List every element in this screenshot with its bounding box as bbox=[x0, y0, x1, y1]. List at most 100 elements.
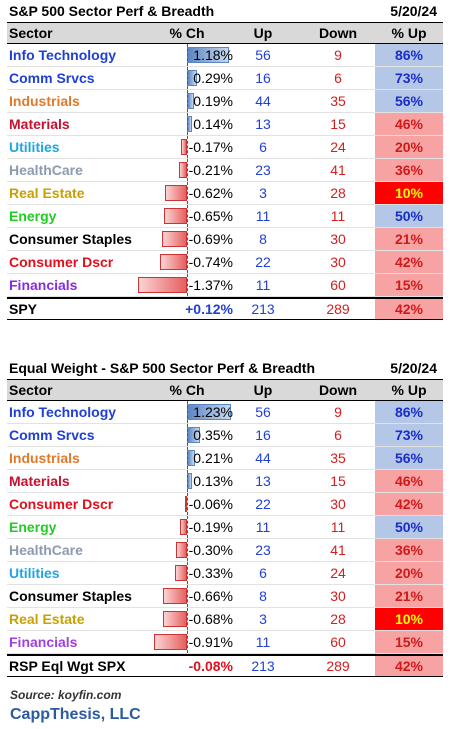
table-title-row: Equal Weight - S&P 500 Sector Perf & Bre… bbox=[7, 357, 443, 379]
pct-up-value: 46% bbox=[375, 113, 443, 135]
table-row: Materials 0.13% 13 15 46% bbox=[7, 470, 443, 493]
up-count: 3 bbox=[259, 185, 267, 201]
change-value: 0.35% bbox=[193, 427, 233, 443]
change-cell: 0.19% bbox=[137, 90, 237, 112]
down-count: 28 bbox=[330, 185, 346, 201]
summary-change-cell: -0.08% bbox=[137, 656, 237, 676]
change-bar bbox=[162, 611, 187, 627]
zero-axis bbox=[187, 205, 188, 227]
change-cell: -0.74% bbox=[137, 251, 237, 273]
pct-up-value: 86% bbox=[375, 44, 443, 66]
change-value: -0.62% bbox=[188, 185, 233, 201]
change-value: 0.21% bbox=[193, 450, 233, 466]
pct-up-value: 15% bbox=[375, 631, 443, 653]
change-cell: -0.30% bbox=[137, 539, 237, 561]
change-cell: 1.18% bbox=[137, 44, 237, 66]
change-cell: -0.91% bbox=[137, 631, 237, 653]
summary-pct-up: 42% bbox=[375, 656, 443, 676]
down-count: 24 bbox=[330, 565, 346, 581]
table-row: Utilities -0.33% 6 24 20% bbox=[7, 562, 443, 585]
change-value: -0.65% bbox=[188, 208, 233, 224]
change-value: -0.17% bbox=[188, 139, 233, 155]
change-cell: -0.69% bbox=[137, 228, 237, 250]
sector-label: Comm Srvcs bbox=[9, 70, 95, 86]
up-count: 11 bbox=[255, 208, 271, 224]
change-value: 1.23% bbox=[193, 404, 233, 420]
pct-up-value: 10% bbox=[375, 608, 443, 630]
up-count: 23 bbox=[255, 162, 271, 178]
up-count: 16 bbox=[255, 427, 271, 443]
change-bar bbox=[163, 588, 187, 604]
change-bar bbox=[154, 634, 187, 650]
pct-up-value: 56% bbox=[375, 90, 443, 112]
sector-label: Consumer Staples bbox=[9, 231, 132, 247]
change-cell: 0.29% bbox=[137, 67, 237, 89]
up-count: 6 bbox=[259, 565, 267, 581]
change-cell: -0.19% bbox=[137, 516, 237, 538]
change-value: 1.18% bbox=[193, 47, 233, 63]
source-note: Source: koyfin.com bbox=[10, 688, 122, 702]
sector-label: Energy bbox=[9, 519, 57, 535]
sector-table-2: Equal Weight - S&P 500 Sector Perf & Bre… bbox=[7, 357, 443, 677]
change-cell: -1.37% bbox=[137, 274, 237, 296]
header-change: % Ch bbox=[169, 382, 205, 398]
change-bar bbox=[180, 519, 187, 535]
up-count: 22 bbox=[255, 496, 271, 512]
sector-label: HealthCare bbox=[9, 542, 83, 558]
up-count: 6 bbox=[259, 139, 267, 155]
table-row: Comm Srvcs 0.29% 16 6 73% bbox=[7, 67, 443, 90]
table-row: Utilities -0.17% 6 24 20% bbox=[7, 136, 443, 159]
change-cell: -0.17% bbox=[137, 136, 237, 158]
change-bar bbox=[164, 185, 187, 201]
change-bar bbox=[180, 139, 187, 155]
table-row: Comm Srvcs 0.35% 16 6 73% bbox=[7, 424, 443, 447]
header-sector: Sector bbox=[9, 382, 53, 398]
change-cell: -0.66% bbox=[137, 585, 237, 607]
pct-up-value: 20% bbox=[375, 562, 443, 584]
pct-up-value: 86% bbox=[375, 401, 443, 423]
up-count: 22 bbox=[255, 254, 271, 270]
change-cell: -0.62% bbox=[137, 182, 237, 204]
down-count: 24 bbox=[330, 139, 346, 155]
down-count: 41 bbox=[330, 542, 346, 558]
header-down: Down bbox=[318, 25, 358, 41]
header-change: % Ch bbox=[169, 25, 205, 41]
up-count: 11 bbox=[255, 634, 271, 650]
zero-axis bbox=[187, 90, 188, 112]
up-count: 44 bbox=[255, 93, 271, 109]
change-bar bbox=[179, 162, 187, 178]
header-up: Up bbox=[253, 382, 273, 398]
summary-row: SPY +0.12% 213 289 42% bbox=[7, 297, 443, 320]
zero-axis bbox=[187, 424, 188, 446]
zero-axis bbox=[187, 182, 188, 204]
zero-axis bbox=[187, 562, 188, 584]
change-bar bbox=[137, 277, 187, 293]
table-date: 5/20/24 bbox=[390, 3, 437, 19]
sector-label: Consumer Dscr bbox=[9, 254, 114, 270]
table-row: Industrials 0.21% 44 35 56% bbox=[7, 447, 443, 470]
zero-axis bbox=[187, 401, 188, 423]
change-value: -0.06% bbox=[188, 496, 233, 512]
sector-label: Materials bbox=[9, 473, 70, 489]
pct-up-value: 21% bbox=[375, 585, 443, 607]
change-cell: -0.21% bbox=[137, 159, 237, 181]
zero-axis bbox=[187, 539, 188, 561]
sector-label: HealthCare bbox=[9, 162, 83, 178]
table-date: 5/20/24 bbox=[390, 360, 437, 376]
down-count: 9 bbox=[334, 404, 342, 420]
table-row: Consumer Dscr -0.06% 22 30 42% bbox=[7, 493, 443, 516]
change-cell: -0.06% bbox=[137, 493, 237, 515]
change-cell: 0.14% bbox=[137, 113, 237, 135]
change-bar bbox=[184, 496, 187, 512]
down-count: 11 bbox=[330, 208, 346, 224]
pct-up-value: 21% bbox=[375, 228, 443, 250]
down-count: 6 bbox=[334, 70, 342, 86]
down-count: 30 bbox=[330, 254, 346, 270]
pct-up-value: 15% bbox=[375, 274, 443, 296]
sector-label: Comm Srvcs bbox=[9, 427, 95, 443]
change-value: -0.69% bbox=[188, 231, 233, 247]
summary-down-count: 289 bbox=[326, 658, 350, 674]
summary-up-count: 213 bbox=[251, 301, 275, 317]
table-row: Consumer Dscr -0.74% 22 30 42% bbox=[7, 251, 443, 274]
pct-up-value: 20% bbox=[375, 136, 443, 158]
